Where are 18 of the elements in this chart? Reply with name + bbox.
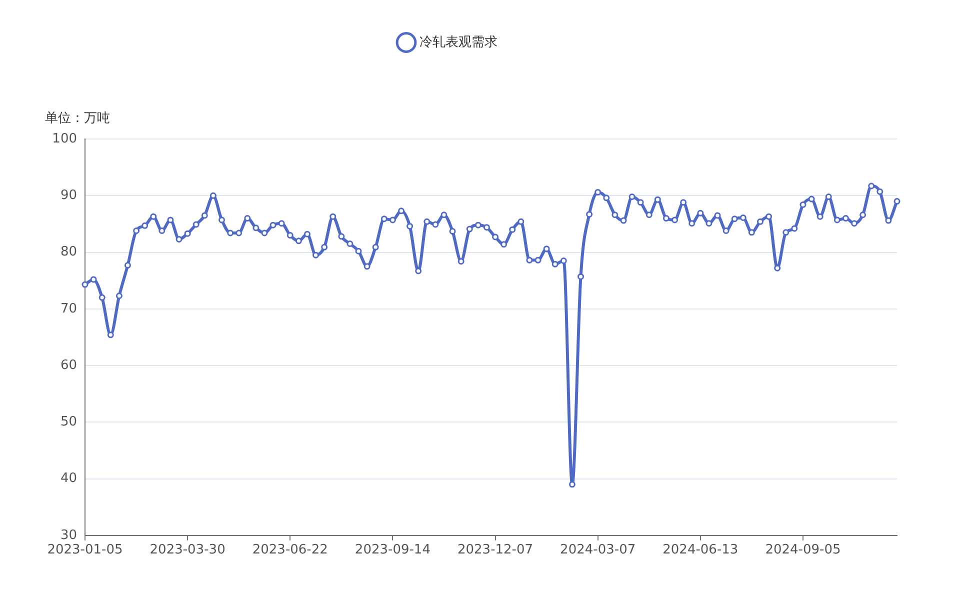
- x-tick-label: 2023-01-05: [47, 542, 123, 558]
- x-tick-label: 2024-06-13: [662, 542, 738, 558]
- x-tick-label: 2023-12-07: [457, 542, 534, 558]
- y-tick-label: 40: [60, 471, 77, 486]
- y-tick-label: 50: [60, 414, 77, 430]
- y-axis-title: 单位：万吨: [45, 110, 110, 126]
- y-tick-label: 100: [52, 131, 77, 146]
- y-tick-label: 60: [60, 358, 77, 373]
- y-tick-label: 80: [60, 244, 77, 260]
- x-tick-label: 2024-09-05: [765, 542, 841, 558]
- x-tick-label: 2023-09-14: [354, 542, 430, 558]
- x-tick-label: 2023-06-22: [252, 542, 328, 558]
- x-tick-label: 2024-03-07: [560, 542, 636, 558]
- y-tick-label: 30: [60, 528, 77, 543]
- x-tick-label: 2023-03-30: [150, 542, 226, 558]
- y-tick-label: 70: [60, 301, 77, 316]
- y-tick-label: 90: [60, 188, 77, 204]
- legend-label: 冷轧表观需求: [419, 34, 498, 50]
